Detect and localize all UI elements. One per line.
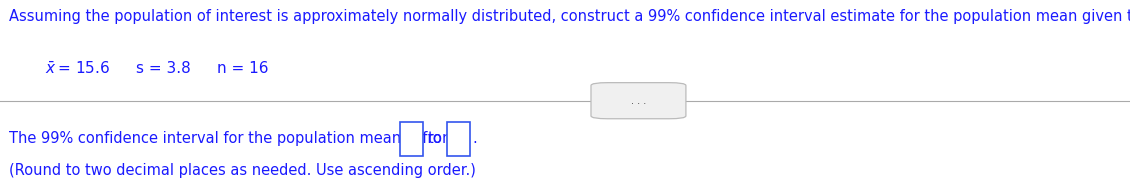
Text: n = 16: n = 16 bbox=[217, 61, 269, 76]
Text: Assuming the population of interest is approximately normally distributed, const: Assuming the population of interest is a… bbox=[9, 10, 1130, 25]
Text: .: . bbox=[472, 131, 477, 146]
Text: $\bar{x}$ = 15.6: $\bar{x}$ = 15.6 bbox=[45, 61, 111, 77]
Text: to: to bbox=[427, 131, 442, 146]
Text: The 99% confidence interval for the population mean is from: The 99% confidence interval for the popu… bbox=[9, 131, 457, 146]
Bar bbox=[447, 122, 470, 156]
Bar bbox=[400, 122, 423, 156]
Text: (Round to two decimal places as needed. Use ascending order.): (Round to two decimal places as needed. … bbox=[9, 164, 476, 178]
Text: . . .: . . . bbox=[631, 96, 646, 106]
FancyBboxPatch shape bbox=[591, 83, 686, 119]
Text: s = 3.8: s = 3.8 bbox=[136, 61, 190, 76]
